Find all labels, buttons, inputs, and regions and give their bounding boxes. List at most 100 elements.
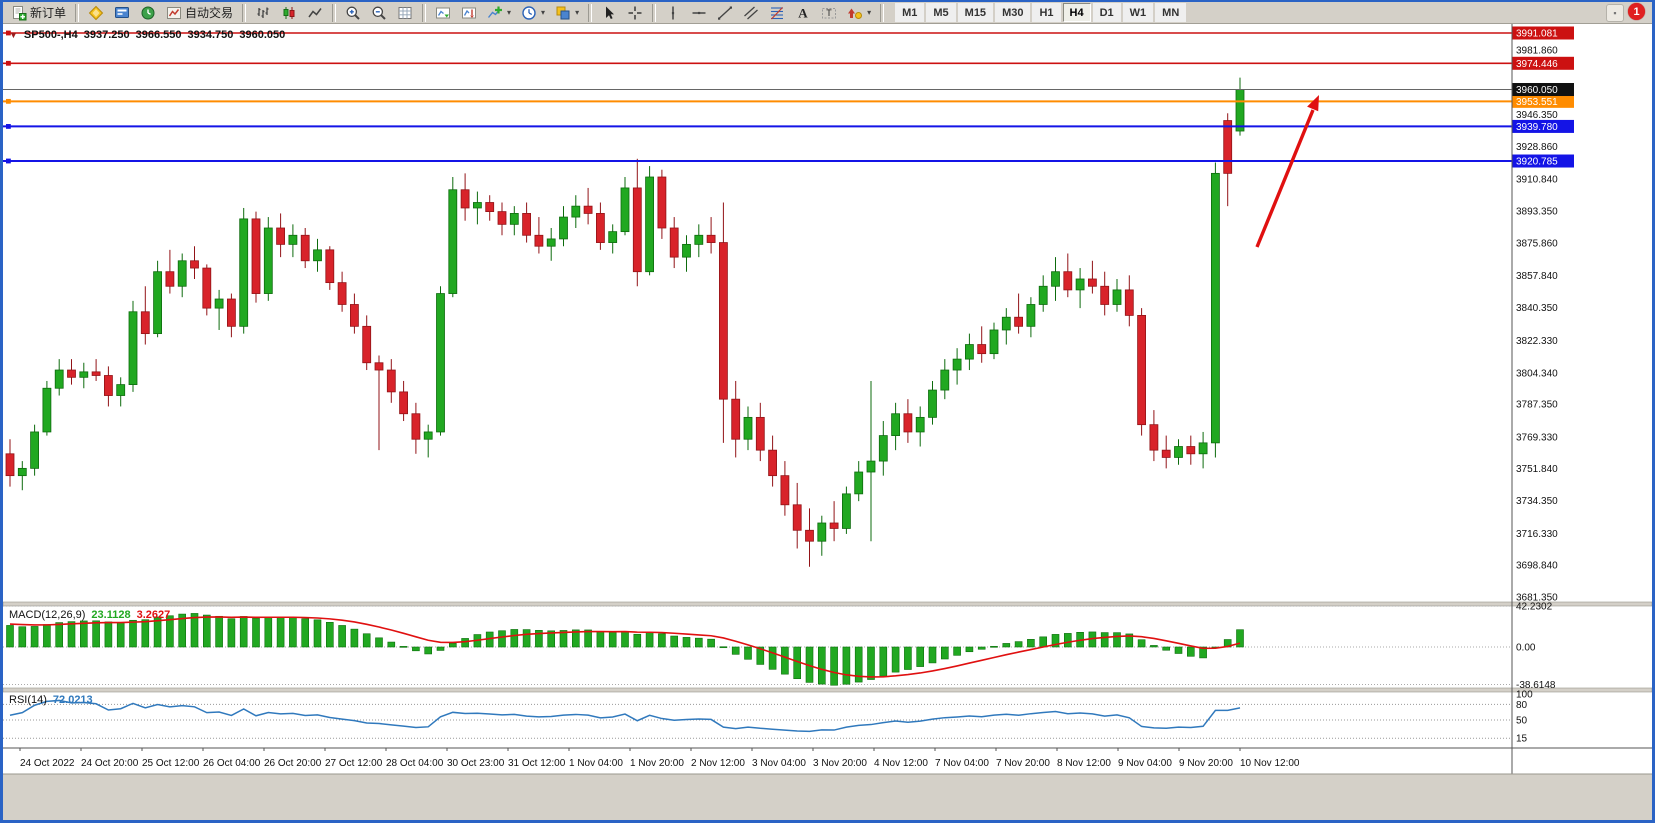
time-tick-label: 24 Oct 2022 (20, 758, 75, 769)
new-order-button[interactable]: 新订单 (7, 3, 70, 23)
line-anchor-handle[interactable] (6, 60, 11, 66)
candle-body (1100, 285, 1110, 305)
macd-signal-line (9, 616, 1241, 678)
macd-histogram-bar (325, 621, 334, 648)
timeframe-d1[interactable]: D1 (1092, 3, 1121, 22)
shapes-button[interactable]: ▾ (843, 3, 875, 23)
candle-body (67, 369, 76, 378)
pane-splitter-macd[interactable] (2, 601, 1653, 607)
timeframe-h4[interactable]: H4 (1062, 3, 1091, 22)
timeframe-w1[interactable]: W1 (1122, 3, 1154, 22)
candle-body (276, 227, 286, 245)
macd-histogram-bar (768, 646, 777, 670)
svg-text:A: A (798, 5, 808, 20)
shapes-icon (847, 5, 863, 21)
arrow-object[interactable] (1255, 95, 1319, 248)
candle-body (719, 242, 728, 400)
timeframe-m5[interactable]: M5 (926, 3, 956, 22)
candle-body (165, 271, 175, 287)
fibonacci-button[interactable] (765, 3, 789, 23)
macd-tick-label: -38.6148 (1516, 680, 1556, 691)
time-axis[interactable]: 24 Oct 2022 24 Oct 20:00 25 Oct 12:00 26 Oc… (19, 748, 1300, 769)
pane-splitter-rsi[interactable] (2, 687, 1653, 693)
macd-histogram-bar (658, 633, 666, 648)
horizontal-line-button[interactable] (687, 3, 711, 23)
hline-icon (691, 5, 707, 21)
candle-body (448, 189, 458, 294)
text-button[interactable]: A (791, 3, 815, 23)
candlestick-chart-button[interactable] (277, 3, 301, 23)
candle-body (460, 189, 470, 209)
history-center-button[interactable] (136, 3, 160, 23)
candle-body (337, 282, 347, 305)
price-tick-label: 3893.350 (1516, 206, 1558, 217)
label-button[interactable]: T (817, 3, 841, 23)
auto-scroll-button[interactable] (431, 3, 455, 23)
macd-histogram-bar (559, 630, 568, 648)
candle-body (854, 471, 864, 495)
templates-button[interactable]: ▾ (551, 3, 583, 23)
price-tick-label: 3928.860 (1516, 142, 1558, 153)
line-anchor-handle[interactable] (6, 158, 11, 164)
macd-histogram-bar (461, 638, 469, 648)
vertical-line-button[interactable] (661, 3, 685, 23)
low-value: 3934.750 (187, 29, 234, 41)
grid-button[interactable] (393, 3, 417, 23)
notification-badge[interactable]: 1 (1628, 3, 1645, 20)
terminal-button[interactable] (110, 3, 134, 23)
line-chart-button[interactable] (303, 3, 327, 23)
macd-histogram-bar (399, 646, 408, 648)
line-anchor-handle[interactable] (6, 30, 11, 36)
macd-histogram-bar (547, 630, 556, 648)
macd-histogram-bar (301, 618, 310, 648)
candle-body (645, 176, 654, 273)
price-axis[interactable]: 3981.860 3946.350 3928.860 3910.840 3893.350… (1516, 45, 1558, 603)
metaeditor-button[interactable] (84, 3, 108, 23)
time-tick-label: 7 Nov 04:00 (935, 758, 989, 769)
candle-body (706, 234, 716, 243)
autotrading-button[interactable]: 自动交易 (162, 3, 237, 23)
cursor-button[interactable] (597, 3, 621, 23)
channel-button[interactable] (739, 3, 763, 23)
candles-layer (5, 77, 1245, 567)
macd-histogram-bar (203, 614, 211, 648)
timeframe-h1[interactable]: H1 (1032, 3, 1061, 22)
macd-histogram-bar (781, 646, 789, 675)
tray-icon[interactable]: ▪ (1606, 4, 1624, 22)
macd-histogram-bar (166, 615, 174, 648)
toolbar-separator (588, 3, 593, 22)
candle-body (952, 358, 962, 371)
object-lines[interactable] (3, 30, 1512, 164)
candle-body (694, 234, 704, 245)
zoom-out-button[interactable] (367, 3, 391, 23)
price-tick-label: 3857.840 (1516, 271, 1558, 282)
one-click-trading-toggle[interactable]: ▼ (9, 30, 18, 40)
macd-histogram-bar (1113, 632, 1121, 648)
candle-body (91, 371, 101, 376)
timeframe-m15[interactable]: M15 (957, 3, 994, 22)
line-anchor-handle[interactable] (6, 98, 11, 104)
zoom-in-button[interactable] (341, 3, 365, 23)
indicators-button[interactable]: ▾ (483, 3, 515, 23)
crosshair-button[interactable] (623, 3, 647, 23)
bar-chart-button[interactable] (251, 3, 275, 23)
periods-button[interactable]: ▾ (517, 3, 549, 23)
macd-histogram-bar (80, 620, 88, 648)
timeframe-m1[interactable]: M1 (895, 3, 925, 22)
templates-icon (555, 5, 571, 21)
timeframe-m30[interactable]: M30 (995, 3, 1031, 22)
chart-shift-button[interactable] (457, 3, 481, 23)
chart-plot[interactable] (3, 24, 1652, 774)
time-tick-label: 26 Oct 04:00 (203, 758, 261, 769)
trendline-button[interactable] (713, 3, 737, 23)
candle-body (965, 344, 974, 360)
line-anchor-handle[interactable] (6, 124, 11, 129)
macd-histogram-bar (92, 620, 100, 648)
macd-histogram-bar (633, 633, 642, 648)
macd-main-value: 23.1128 (91, 609, 131, 621)
rsi-tick-label: 50 (1516, 716, 1528, 727)
macd-histogram-bar (239, 616, 248, 648)
timeframe-mn[interactable]: MN (1155, 3, 1187, 22)
price-tag-label: 3960.050 (1516, 85, 1558, 96)
